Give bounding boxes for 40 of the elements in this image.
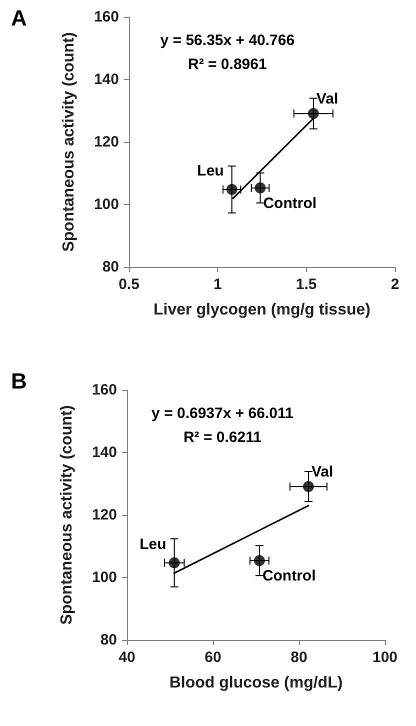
y-axis-title: Spontaneous activity (count) (58, 405, 76, 625)
y-axis-title: Spontaneous activity (count) (60, 32, 78, 252)
y-tick-label: 120 (92, 506, 117, 524)
x-tick-label: 2 (390, 276, 400, 293)
y-tick-label: 140 (92, 444, 117, 461)
x-tick-label: 60 (204, 649, 222, 666)
y-tick-label: 120 (94, 134, 119, 150)
chart-title: B (11, 368, 27, 394)
annotation: Control (262, 568, 316, 585)
y-tick-label: 80 (100, 632, 117, 648)
annotation: R² = 0.8961 (188, 56, 267, 73)
y-tick-label: 80 (102, 258, 119, 276)
x-tick-label: 100 (372, 649, 398, 666)
annotation: R² = 0.6211 (183, 429, 262, 446)
annotation: y = 56.35x + 40.766 (160, 32, 295, 49)
annotation: y = 0.6937x + 66.011 (152, 405, 294, 422)
y-tick-label: 100 (92, 569, 117, 586)
x-axis-title: Blood glucose (mg/dL) (169, 674, 343, 692)
x-axis-title: Liver glycogen (mg/g tissue) (154, 302, 370, 318)
point (254, 182, 266, 194)
point (168, 557, 180, 568)
x-tick-label: 1.5 (296, 276, 317, 293)
annotation: Val (311, 464, 334, 481)
chart-title: A (11, 6, 27, 30)
annotation: Leu (197, 162, 224, 180)
x-tick-label: 0.5 (118, 276, 140, 293)
point (308, 108, 319, 120)
y-tick-label: 140 (94, 71, 119, 88)
x-tick-label: 1 (213, 276, 222, 293)
annotation: Val (316, 90, 338, 108)
y-tick-label: 160 (92, 382, 117, 398)
y-tick-label: 100 (94, 196, 119, 213)
annotation: Leu (140, 536, 166, 553)
annotation: Control (263, 194, 317, 212)
point (302, 481, 314, 492)
point (226, 184, 238, 195)
y-tick-label: 160 (94, 8, 119, 26)
x-tick-label: 80 (290, 649, 308, 666)
point (254, 555, 265, 566)
x-tick-label: 40 (118, 649, 136, 666)
